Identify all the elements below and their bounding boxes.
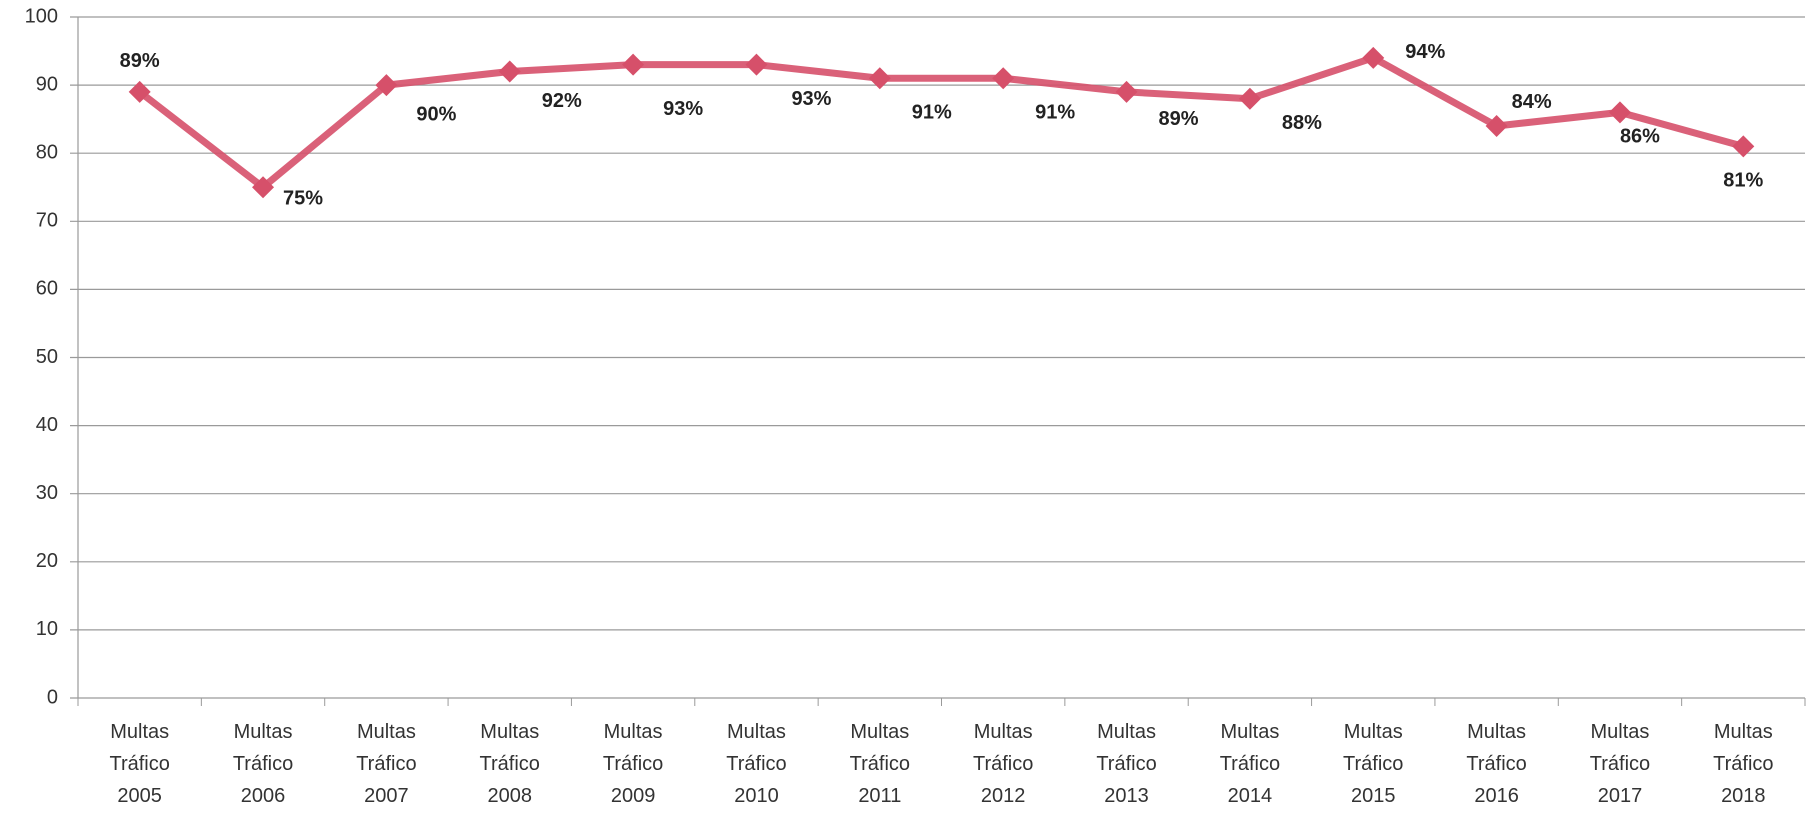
marker (1485, 114, 1508, 137)
y-tick-label: 90 (36, 73, 58, 95)
y-tick-label: 70 (36, 210, 58, 232)
y-tick-label: 80 (36, 141, 58, 163)
value-label: 89% (120, 50, 160, 72)
marker (128, 80, 151, 103)
x-tick-label: Multas Tráfico 2016 (1466, 721, 1526, 807)
marker (1238, 87, 1261, 110)
marker (252, 176, 275, 199)
x-tick-label: Multas Tráfico 2011 (850, 721, 910, 807)
value-label: 81% (1723, 170, 1763, 192)
marker (375, 74, 398, 97)
y-tick-label: 60 (36, 278, 58, 300)
value-label: 89% (1159, 108, 1199, 130)
value-label: 86% (1620, 126, 1660, 148)
x-tick-label: Multas Tráfico 2017 (1590, 721, 1650, 807)
value-label: 94% (1405, 41, 1445, 63)
x-tick-label: Multas Tráfico 2006 (233, 721, 293, 807)
marker (992, 67, 1015, 90)
value-label: 93% (663, 98, 703, 120)
marker (1115, 80, 1138, 103)
value-label: 91% (1035, 102, 1075, 124)
marker (622, 53, 645, 76)
y-tick-label: 20 (36, 550, 58, 572)
x-tick-label: Multas Tráfico 2007 (356, 721, 416, 807)
y-tick-label: 50 (36, 346, 58, 368)
value-label: 88% (1282, 112, 1322, 134)
x-tick-label: Multas Tráfico 2013 (1096, 721, 1156, 807)
line (137, 54, 1745, 191)
y-tick-label: 40 (36, 414, 58, 436)
value-label: 75% (283, 188, 323, 210)
marker (745, 53, 768, 76)
marker (1732, 135, 1755, 158)
x-tick-label: Multas Tráfico 2015 (1343, 721, 1403, 807)
x-tick-label: Multas Tráfico 2012 (973, 721, 1033, 807)
marker (1608, 101, 1631, 124)
x-tick-label: Multas Tráfico 2008 (480, 721, 540, 807)
y-tick-label: 100 (25, 5, 58, 27)
value-label: 84% (1512, 91, 1552, 113)
y-tick-label: 10 (36, 618, 58, 640)
value-label: 93% (791, 88, 831, 110)
value-label: 91% (912, 102, 952, 124)
y-tick-label: 30 (36, 482, 58, 504)
value-label: 90% (416, 103, 456, 125)
x-tick-label: Multas Tráfico 2018 (1713, 721, 1773, 807)
marker (1362, 46, 1385, 69)
x-tick-label: Multas Tráfico 2010 (726, 721, 786, 807)
marker (498, 60, 521, 83)
x-tick-label: Multas Tráfico 2009 (603, 721, 663, 807)
y-tick-label: 0 (47, 686, 58, 708)
value-label: 92% (542, 90, 582, 112)
x-tick-label: Multas Tráfico 2014 (1220, 721, 1280, 807)
x-tick-label: Multas Tráfico 2005 (109, 721, 169, 807)
marker (868, 67, 891, 90)
